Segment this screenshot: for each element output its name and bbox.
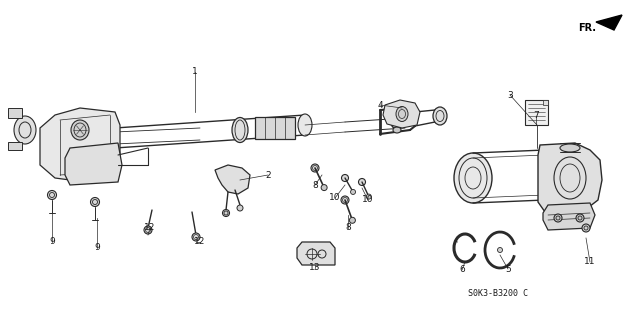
Ellipse shape: [576, 214, 584, 222]
Ellipse shape: [232, 117, 248, 143]
Polygon shape: [596, 15, 622, 30]
Ellipse shape: [321, 185, 327, 190]
Ellipse shape: [311, 164, 319, 172]
Ellipse shape: [560, 144, 580, 152]
Ellipse shape: [298, 114, 312, 136]
Ellipse shape: [144, 226, 152, 234]
Polygon shape: [538, 143, 602, 215]
Ellipse shape: [223, 210, 230, 217]
Text: 6: 6: [459, 265, 465, 275]
Ellipse shape: [433, 107, 447, 125]
Text: 11: 11: [584, 257, 596, 266]
Ellipse shape: [393, 105, 401, 111]
Polygon shape: [40, 108, 120, 182]
Ellipse shape: [366, 194, 371, 199]
Polygon shape: [65, 143, 122, 185]
Text: 8: 8: [312, 181, 318, 189]
Ellipse shape: [71, 120, 89, 140]
Ellipse shape: [497, 248, 502, 253]
Ellipse shape: [393, 127, 401, 133]
Ellipse shape: [14, 116, 36, 144]
Polygon shape: [543, 100, 548, 105]
Polygon shape: [297, 242, 335, 265]
Text: 2: 2: [265, 170, 271, 180]
Ellipse shape: [454, 153, 492, 203]
Text: 7: 7: [533, 112, 539, 121]
Polygon shape: [383, 100, 420, 128]
Bar: [255, 117, 295, 139]
Ellipse shape: [358, 179, 365, 186]
Text: S0K3-B3200 C: S0K3-B3200 C: [468, 288, 528, 298]
Text: 12: 12: [144, 224, 156, 233]
Ellipse shape: [341, 196, 349, 204]
Text: 9: 9: [94, 243, 100, 253]
Ellipse shape: [349, 217, 355, 223]
Polygon shape: [215, 165, 250, 194]
Text: 1: 1: [192, 68, 198, 77]
Ellipse shape: [582, 224, 590, 232]
Text: 8: 8: [345, 224, 351, 233]
Ellipse shape: [47, 190, 56, 199]
Ellipse shape: [351, 189, 356, 195]
Text: 10: 10: [362, 196, 374, 204]
Text: 9: 9: [49, 238, 55, 247]
Text: 10: 10: [329, 194, 340, 203]
Text: 13: 13: [309, 263, 321, 272]
Text: 4: 4: [377, 100, 383, 109]
Text: 3: 3: [507, 91, 513, 100]
Ellipse shape: [237, 205, 243, 211]
Ellipse shape: [396, 107, 408, 122]
Polygon shape: [543, 203, 595, 230]
Polygon shape: [525, 100, 548, 125]
Polygon shape: [8, 142, 22, 150]
Polygon shape: [8, 108, 22, 118]
Ellipse shape: [554, 214, 562, 222]
Ellipse shape: [342, 174, 349, 182]
Text: FR.: FR.: [578, 23, 596, 33]
Ellipse shape: [192, 233, 200, 241]
Text: 12: 12: [195, 238, 205, 247]
Ellipse shape: [390, 109, 404, 129]
Ellipse shape: [90, 197, 99, 206]
Text: 5: 5: [505, 264, 511, 273]
